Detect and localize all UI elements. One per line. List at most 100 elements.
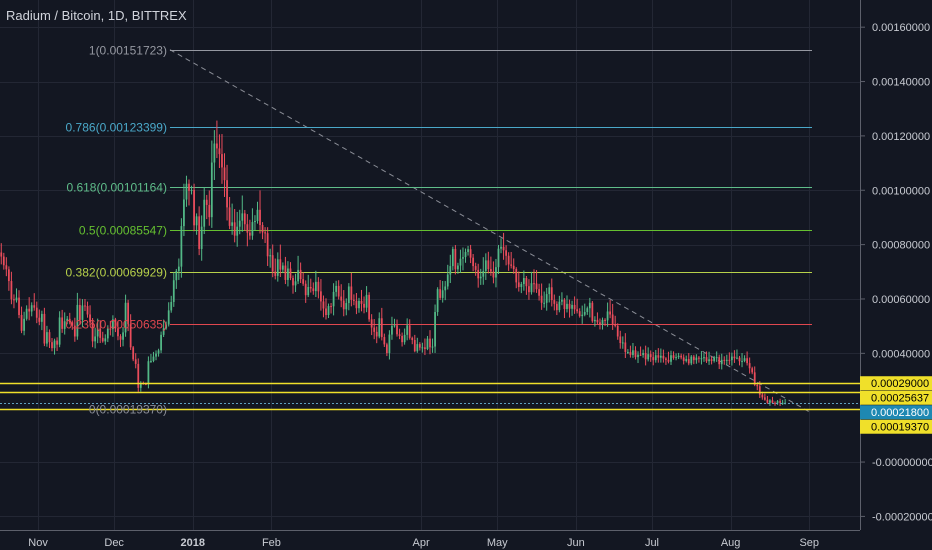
candle[interactable]: [30, 302, 33, 317]
candle[interactable]: [297, 255, 299, 285]
candle[interactable]: [391, 316, 393, 340]
candle[interactable]: [687, 353, 690, 366]
candle[interactable]: [436, 287, 439, 316]
candle[interactable]: [510, 252, 513, 269]
candle[interactable]: [548, 283, 551, 303]
candle[interactable]: [205, 194, 208, 220]
candle[interactable]: [449, 254, 452, 284]
candle[interactable]: [190, 185, 193, 195]
candle[interactable]: [583, 303, 586, 317]
candle[interactable]: [477, 263, 480, 288]
candle[interactable]: [616, 323, 619, 340]
candle[interactable]: [408, 319, 411, 340]
candle[interactable]: [332, 283, 335, 316]
candle[interactable]: [254, 215, 256, 231]
candle[interactable]: [502, 232, 505, 260]
candle[interactable]: [393, 318, 396, 328]
candle[interactable]: [733, 350, 736, 363]
candle[interactable]: [25, 305, 28, 321]
candle[interactable]: [667, 351, 670, 364]
candle[interactable]: [591, 301, 594, 323]
candle[interactable]: [695, 354, 698, 364]
candle[interactable]: [76, 292, 79, 340]
candle[interactable]: [327, 303, 330, 319]
candle[interactable]: [672, 351, 675, 360]
horizontal-lines[interactable]: [0, 382, 860, 411]
candles[interactable]: [0, 120, 787, 407]
candle[interactable]: [259, 190, 261, 234]
candle[interactable]: [776, 400, 779, 405]
candle[interactable]: [152, 351, 155, 363]
candle[interactable]: [576, 298, 579, 314]
candle[interactable]: [56, 337, 58, 352]
candle[interactable]: [162, 319, 165, 337]
candle[interactable]: [685, 355, 688, 363]
candle[interactable]: [401, 332, 403, 347]
candle[interactable]: [718, 354, 721, 370]
candle[interactable]: [99, 320, 102, 344]
candle[interactable]: [175, 268, 178, 289]
candle[interactable]: [563, 298, 566, 319]
candle[interactable]: [543, 291, 546, 308]
candle[interactable]: [599, 318, 601, 330]
candle[interactable]: [451, 246, 454, 271]
candle[interactable]: [200, 215, 203, 261]
candle[interactable]: [692, 354, 695, 365]
price-axis[interactable]: 0.00160000 0.00140000 0.00120000 0.00100000…: [860, 0, 932, 530]
candle[interactable]: [279, 244, 282, 278]
candle[interactable]: [350, 272, 353, 307]
candle[interactable]: [609, 299, 612, 319]
candle[interactable]: [302, 272, 305, 286]
candle[interactable]: [198, 206, 201, 256]
candle[interactable]: [675, 353, 677, 361]
candle[interactable]: [203, 187, 206, 234]
candle[interactable]: [58, 311, 61, 348]
candle[interactable]: [284, 256, 287, 285]
candle[interactable]: [266, 227, 269, 266]
candle[interactable]: [606, 302, 609, 327]
candle[interactable]: [413, 334, 416, 353]
candle[interactable]: [0, 243, 3, 265]
candle[interactable]: [677, 352, 680, 360]
candle[interactable]: [637, 351, 639, 364]
candle[interactable]: [489, 256, 492, 276]
candle[interactable]: [720, 353, 723, 370]
candle[interactable]: [117, 321, 119, 341]
candle[interactable]: [322, 295, 325, 318]
candle[interactable]: [710, 356, 713, 365]
candle[interactable]: [715, 351, 718, 362]
candle[interactable]: [264, 227, 266, 244]
candle[interactable]: [624, 333, 627, 358]
candle[interactable]: [5, 257, 8, 277]
candle[interactable]: [756, 383, 759, 391]
candle[interactable]: [621, 336, 624, 349]
candle[interactable]: [114, 317, 117, 333]
candle[interactable]: [495, 258, 497, 288]
candle[interactable]: [705, 351, 708, 363]
candle[interactable]: [210, 140, 213, 228]
candle[interactable]: [81, 299, 84, 328]
candle[interactable]: [398, 328, 401, 340]
candle[interactable]: [132, 346, 135, 362]
candle[interactable]: [540, 283, 543, 310]
candle[interactable]: [185, 175, 188, 207]
candle[interactable]: [738, 355, 741, 366]
candle[interactable]: [528, 279, 530, 300]
candle[interactable]: [479, 268, 482, 285]
candle[interactable]: [46, 325, 48, 347]
candle[interactable]: [487, 251, 490, 274]
candle[interactable]: [89, 305, 91, 325]
candle[interactable]: [38, 309, 41, 326]
candle[interactable]: [96, 318, 99, 344]
candle[interactable]: [165, 321, 168, 330]
candle[interactable]: [515, 267, 518, 289]
candle[interactable]: [40, 310, 43, 331]
candle[interactable]: [172, 272, 175, 307]
candle[interactable]: [218, 134, 221, 169]
candle[interactable]: [177, 258, 180, 280]
candle[interactable]: [596, 312, 599, 325]
candle[interactable]: [512, 258, 515, 274]
candle[interactable]: [446, 264, 449, 290]
candle[interactable]: [444, 281, 447, 301]
candle[interactable]: [20, 306, 23, 334]
